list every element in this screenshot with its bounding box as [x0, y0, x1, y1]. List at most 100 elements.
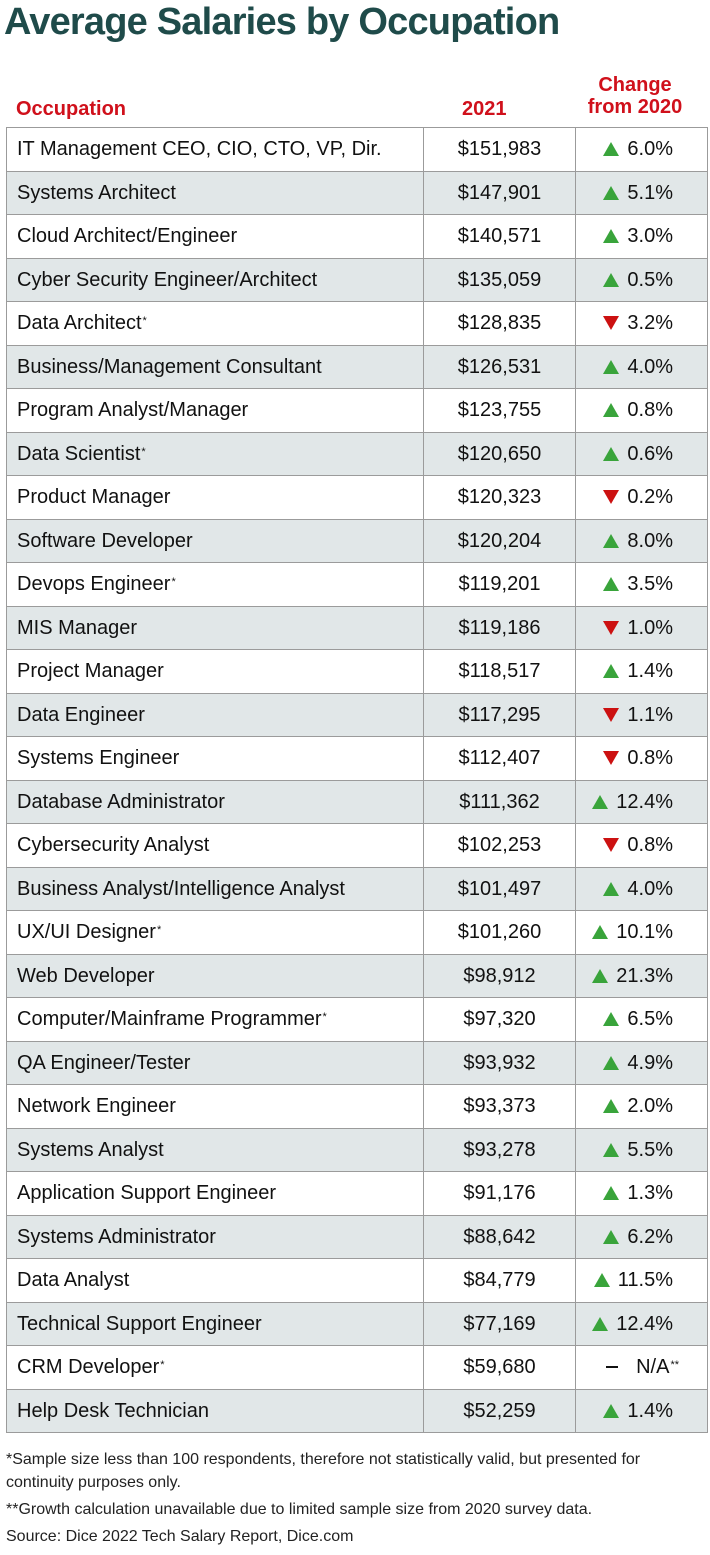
- change-cell: 3.5%: [575, 562, 708, 607]
- page-title: Average Salaries by Occupation: [4, 1, 560, 43]
- change-content: 6.0%: [576, 138, 707, 160]
- change-value: 4.9%: [627, 1051, 673, 1074]
- triangle-down-icon: [603, 490, 620, 505]
- salary-cell: $77,169: [423, 1301, 576, 1346]
- salary-cell: $119,201: [423, 562, 576, 607]
- change-cell: 1.3%: [575, 1171, 708, 1216]
- salary-cell: $126,531: [423, 344, 576, 389]
- occupation-cell: Technical Support Engineer: [6, 1301, 424, 1346]
- occupation-cell: Network Engineer: [6, 1084, 424, 1129]
- triangle-up-icon: [603, 359, 620, 374]
- change-cell: 1.0%: [575, 605, 708, 650]
- footnote-marker: *: [171, 576, 176, 589]
- occupation-cell: Cloud Architect/Engineer: [6, 214, 424, 259]
- salary-cell: $140,571: [423, 214, 576, 259]
- occupation-cell: CRM Developer*: [6, 1345, 424, 1390]
- occupation-cell: Systems Analyst: [6, 1127, 424, 1172]
- occupation-cell: QA Engineer/Tester: [6, 1040, 424, 1085]
- table-row: Web Developer $98,912 21.3%: [6, 953, 708, 998]
- change-content: 0.8%: [576, 747, 707, 769]
- change-value: 0.6%: [627, 442, 673, 465]
- occupation-label: MIS Manager: [17, 616, 138, 639]
- occupation-cell: Application Support Engineer: [6, 1171, 424, 1216]
- occupation-cell: IT Management CEO, CIO, CTO, VP, Dir.: [6, 127, 424, 172]
- triangle-up-icon: [603, 229, 620, 244]
- change-cell: 1.1%: [575, 692, 708, 737]
- change-content: 3.0%: [576, 225, 707, 247]
- table-row: Help Desk Technician $52,259 1.4%: [6, 1388, 708, 1433]
- occupation-label: UX/UI Designer: [17, 921, 156, 944]
- change-cell: 4.0%: [575, 344, 708, 389]
- occupation-label: Systems Engineer: [17, 747, 180, 770]
- change-value: N/A: [636, 1356, 670, 1379]
- change-cell: 5.5%: [575, 1127, 708, 1172]
- occupation-label: Business Analyst/Intelligence Analyst: [17, 877, 345, 900]
- occupation-cell: MIS Manager: [6, 605, 424, 650]
- salary-cell: $120,650: [423, 431, 576, 476]
- table-row: UX/UI Designer* $101,260 10.1%: [6, 910, 708, 955]
- change-content: 0.8%: [576, 399, 707, 421]
- change-cell: 1.4%: [575, 649, 708, 694]
- salary-cell: $52,259: [423, 1388, 576, 1433]
- triangle-down-icon: [603, 838, 620, 853]
- change-cell: 3.0%: [575, 214, 708, 259]
- occupation-label: Program Analyst/Manager: [17, 399, 249, 422]
- change-cell: 6.2%: [575, 1214, 708, 1259]
- change-value: 0.8%: [627, 399, 673, 422]
- triangle-up-icon: [603, 1055, 620, 1070]
- salary-cell: $102,253: [423, 823, 576, 868]
- change-content: 12.4%: [576, 1313, 707, 1335]
- change-value: 3.0%: [627, 225, 673, 248]
- table-row: Data Architect* $128,835 3.2%: [6, 301, 708, 346]
- occupation-label: Systems Analyst: [17, 1138, 164, 1161]
- salary-cell: $123,755: [423, 388, 576, 433]
- table-row: Cybersecurity Analyst $102,253 0.8%: [6, 823, 708, 868]
- change-cell: 0.5%: [575, 257, 708, 302]
- change-content: N/A **: [576, 1356, 707, 1378]
- change-content: 6.2%: [576, 1226, 707, 1248]
- change-content: 8.0%: [576, 530, 707, 552]
- table-row: Data Scientist* $120,650 0.6%: [6, 431, 708, 476]
- change-content: 0.6%: [576, 443, 707, 465]
- occupation-cell: Project Manager: [6, 649, 424, 694]
- occupation-label: Business/Management Consultant: [17, 355, 322, 378]
- change-cell: 21.3%: [575, 953, 708, 998]
- occupation-label: Computer/Mainframe Programmer: [17, 1008, 322, 1031]
- occupation-label: Network Engineer: [17, 1095, 176, 1118]
- table-row: Computer/Mainframe Programmer* $97,320 6.5…: [6, 997, 708, 1042]
- change-value: 6.0%: [627, 138, 673, 161]
- salary-cell: $147,901: [423, 170, 576, 215]
- occupation-cell: Program Analyst/Manager: [6, 388, 424, 433]
- table-row: Devops Engineer* $119,201 3.5%: [6, 562, 708, 607]
- change-value: 6.5%: [627, 1008, 673, 1031]
- change-value: 1.1%: [627, 703, 673, 726]
- occupation-label: CRM Developer: [17, 1356, 160, 1379]
- dash-icon: [606, 1366, 619, 1369]
- column-header-2021: 2021: [462, 98, 507, 120]
- table-row: QA Engineer/Tester $93,932 4.9%: [6, 1040, 708, 1085]
- table-row: Database Administrator $111,362 12.4%: [6, 779, 708, 824]
- change-content: 5.1%: [576, 182, 707, 204]
- triangle-up-icon: [603, 1229, 620, 1244]
- occupation-cell: UX/UI Designer*: [6, 910, 424, 955]
- salary-cell: $93,278: [423, 1127, 576, 1172]
- triangle-up-icon: [603, 185, 620, 200]
- occupation-cell: Business/Management Consultant: [6, 344, 424, 389]
- footnote-marker: *: [141, 445, 146, 458]
- change-value: 8.0%: [627, 529, 673, 552]
- triangle-up-icon: [603, 1099, 620, 1114]
- change-content: 4.9%: [576, 1052, 707, 1074]
- occupation-cell: Database Administrator: [6, 779, 424, 824]
- table-row: Systems Analyst $93,278 5.5%: [6, 1127, 708, 1172]
- change-content: 2.0%: [576, 1095, 707, 1117]
- change-value: 12.4%: [616, 790, 673, 813]
- salary-cell: $88,642: [423, 1214, 576, 1259]
- change-content: 1.4%: [576, 1400, 707, 1422]
- change-content: 10.1%: [576, 921, 707, 943]
- change-content: 21.3%: [576, 965, 707, 987]
- salary-cell: $120,323: [423, 475, 576, 520]
- change-value: 3.2%: [627, 312, 673, 335]
- footnote-marker: *: [160, 1359, 165, 1372]
- change-cell: 12.4%: [575, 1301, 708, 1346]
- triangle-up-icon: [603, 142, 620, 157]
